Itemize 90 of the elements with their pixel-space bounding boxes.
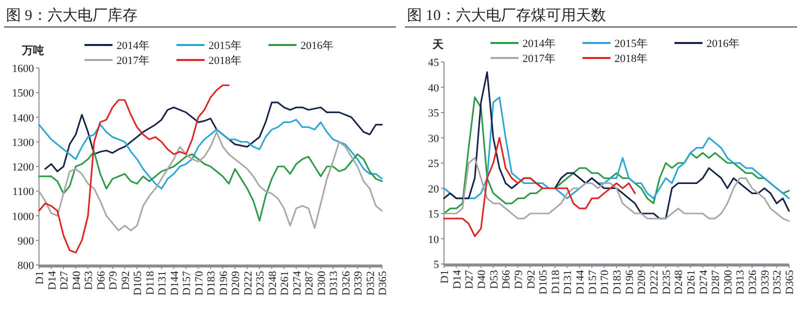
y-tick-label: 45 — [428, 57, 440, 69]
x-tick-label: D40 — [476, 270, 488, 289]
legend-label: 2017年 — [116, 55, 150, 67]
x-tick-label: D300 — [316, 270, 328, 296]
x-tick-label: D352 — [772, 270, 784, 294]
x-tick-label: D92 — [525, 270, 538, 289]
legend-label: 2015年 — [614, 38, 648, 50]
x-tick-label: D365 — [784, 270, 796, 294]
y-tick-label: 1100 — [12, 186, 34, 198]
x-tick-label: D352 — [364, 271, 377, 296]
x-tick-label: D144 — [168, 270, 181, 296]
x-tick-label: D1 — [34, 271, 46, 284]
x-tick-label: D235 — [660, 270, 673, 294]
chart-title: 图 9：六大电厂库存 — [6, 7, 138, 24]
y-tick-label: 20 — [428, 183, 440, 196]
y-tick-label: 25 — [428, 158, 440, 170]
x-tick-label: D300 — [722, 270, 734, 294]
x-tick-label: D339 — [352, 270, 364, 296]
x-tick-label: D1 — [439, 270, 451, 284]
x-tick-label: D131 — [156, 271, 168, 296]
y-tick-label: 1200 — [12, 162, 34, 174]
y-tick-label: 800 — [18, 260, 34, 272]
x-tick-label: D105 — [538, 270, 550, 294]
x-tick-label: D118 — [550, 270, 562, 294]
x-tick-label: D40 — [70, 270, 83, 290]
x-tick-label: D326 — [747, 270, 760, 294]
x-tick-label: D53 — [83, 270, 95, 290]
legend-label: 2015年 — [208, 40, 242, 52]
x-tick-label: D66 — [500, 270, 513, 289]
y-tick-label: 1600 — [12, 63, 34, 75]
x-tick-label: D79 — [108, 270, 120, 290]
x-tick-label: D14 — [46, 270, 58, 290]
x-tick-label: D209 — [230, 270, 242, 296]
y-tick-label: 35 — [428, 108, 440, 120]
x-tick-label: D157 — [181, 270, 193, 296]
x-tick-label: D183 — [206, 270, 218, 296]
x-tick-label: D14 — [451, 270, 464, 289]
x-tick-label: D222 — [648, 270, 660, 294]
legend-label: 2014年 — [522, 38, 556, 50]
y-tick-label: 5 — [434, 259, 440, 271]
x-tick-label: D235 — [254, 270, 266, 296]
x-tick-label: D274 — [291, 270, 304, 296]
x-tick-label: D313 — [734, 270, 747, 294]
x-tick-label: D105 — [132, 270, 144, 296]
y-tick-label: 1500 — [12, 88, 34, 100]
y-tick-label: 40 — [428, 82, 440, 94]
y-tick-label: 1300 — [12, 136, 34, 149]
legend-label: 2017年 — [522, 53, 556, 65]
y-tick-label: 1000 — [12, 210, 34, 223]
legend-label: 2014年 — [116, 40, 150, 52]
legend-label: 2018年 — [208, 55, 242, 67]
y-axis-title: 天 — [432, 39, 444, 51]
y-tick-label: 900 — [18, 235, 34, 248]
x-tick-label: D313 — [328, 270, 340, 296]
y-tick-label: 1400 — [12, 112, 34, 124]
y-tick-label: 30 — [428, 132, 440, 145]
legend-label: 2016年 — [300, 40, 334, 52]
x-tick-label: D248 — [266, 270, 279, 296]
x-tick-label: D27 — [464, 270, 476, 289]
x-tick-label: D222 — [242, 271, 254, 296]
legend-label: 2018年 — [614, 53, 648, 65]
y-axis-title: 万吨 — [21, 44, 44, 57]
x-tick-label: D261 — [279, 271, 291, 296]
x-tick-label: D365 — [377, 270, 389, 296]
x-tick-label: D183 — [612, 270, 624, 294]
x-tick-label: D92 — [120, 271, 132, 290]
x-tick-label: D209 — [636, 270, 648, 294]
x-tick-label: D118 — [144, 270, 156, 296]
x-tick-label: D261 — [685, 270, 698, 294]
x-tick-label: D170 — [193, 270, 206, 296]
x-tick-label: D53 — [488, 270, 500, 289]
x-tick-label: D66 — [95, 270, 108, 290]
x-tick-label: D248 — [673, 270, 686, 294]
legend-label: 2016年 — [706, 38, 740, 50]
x-tick-label: D339 — [759, 270, 772, 294]
x-tick-label: D274 — [698, 270, 710, 294]
x-tick-label: D170 — [599, 270, 612, 294]
x-tick-label: D326 — [340, 270, 352, 296]
x-tick-label: D196 — [218, 270, 230, 296]
x-tick-label: D287 — [710, 270, 722, 294]
x-tick-label: D287 — [304, 270, 316, 296]
y-tick-label: 15 — [428, 208, 440, 220]
y-tick-label: 10 — [428, 234, 440, 246]
x-tick-label: D131 — [562, 270, 574, 294]
x-tick-label: D196 — [624, 270, 636, 294]
x-tick-label: D79 — [512, 270, 525, 289]
x-tick-label: D144 — [574, 270, 587, 294]
x-tick-label: D157 — [586, 270, 599, 294]
x-tick-label: D27 — [58, 270, 70, 290]
chart-title: 图 10：六大电厂存煤可用天数 — [407, 7, 606, 24]
